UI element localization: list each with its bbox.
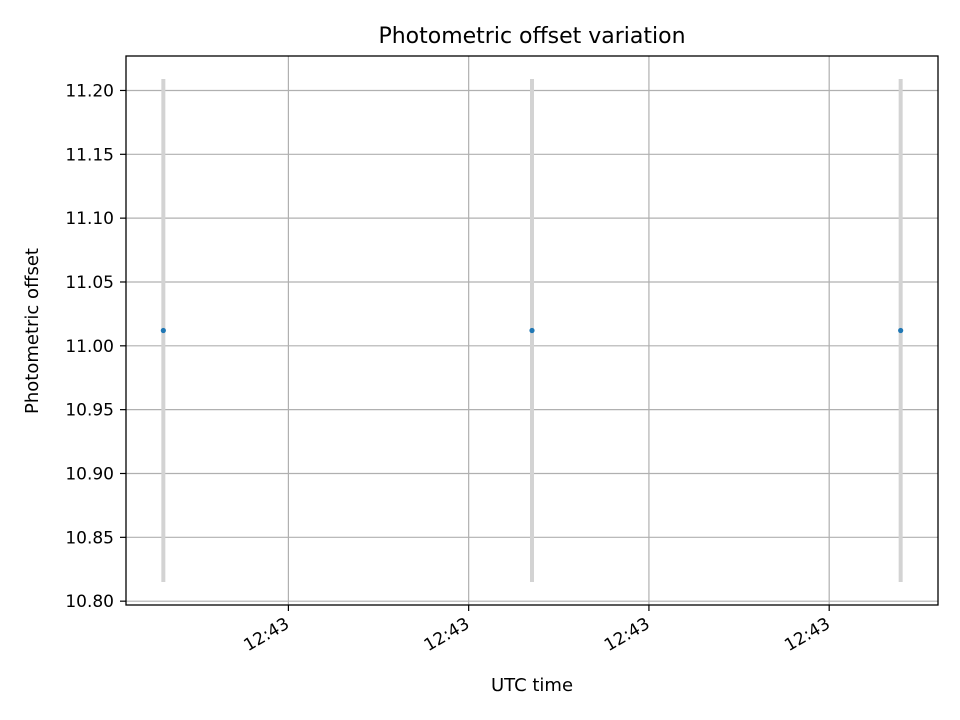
x-axis: 12:43 12:43 12:43 12:43 xyxy=(240,605,834,656)
x-tick-label: 12:43 xyxy=(421,614,473,656)
chart-title: Photometric offset variation xyxy=(378,24,685,49)
data-point xyxy=(898,327,904,334)
data-point xyxy=(529,327,535,334)
y-tick-label: 10.90 xyxy=(65,464,114,484)
y-tick-label: 11.05 xyxy=(65,273,114,293)
axes-frame xyxy=(125,55,939,606)
x-tick-label: 12:43 xyxy=(240,614,292,656)
data-point xyxy=(160,327,166,334)
y-tick-label: 10.95 xyxy=(65,401,114,421)
y-tick-label: 10.80 xyxy=(65,592,114,612)
y-tick-label: 11.20 xyxy=(65,81,114,101)
y-tick-label: 11.15 xyxy=(65,145,114,165)
plot-area xyxy=(160,78,904,583)
x-axis-label: UTC time xyxy=(491,675,573,696)
y-tick-label: 11.00 xyxy=(65,337,114,357)
y-tick-label: 11.10 xyxy=(65,209,114,229)
x-tick-label: 12:43 xyxy=(601,614,653,656)
y-tick-label: 10.85 xyxy=(65,528,114,548)
x-tick-label: 12:43 xyxy=(781,614,833,656)
y-axis: 10.80 10.85 10.90 10.95 11.00 11.05 11.10 11.15… xyxy=(65,81,126,612)
y-axis-label: Photometric offset xyxy=(22,248,43,414)
